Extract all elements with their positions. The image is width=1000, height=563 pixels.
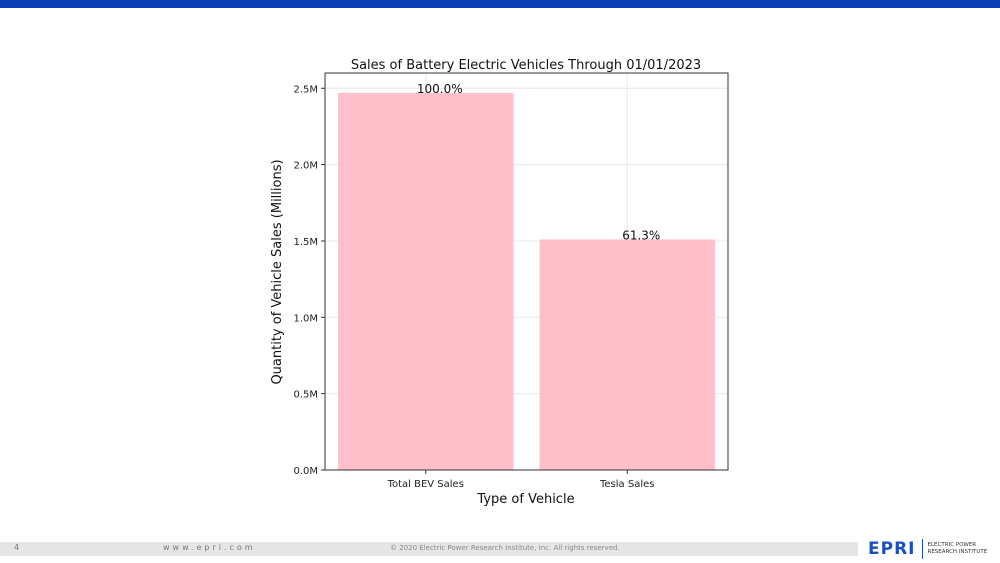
logo-divider: [921, 539, 923, 559]
ticks-layer: [321, 87, 628, 474]
logo-text-line1: ELECTRIC POWER: [927, 542, 977, 548]
labels-layer: 0.0M 0.5M 1.0M 1.5M 2.0M 2.5M Total BEV Sales 1…: [293, 82, 660, 490]
x-tick-label: Total BEV Sales: [387, 479, 464, 490]
y-tick-label: 0.0M: [293, 466, 318, 477]
website-link[interactable]: www.epri.com: [163, 543, 256, 552]
plot-frame: [324, 72, 729, 471]
logo-mark: EPRI: [868, 539, 916, 559]
y-tick-label: 1.0M: [293, 313, 318, 324]
y-tick-label: 2.5M: [293, 84, 318, 95]
top-accent-bar: [0, 0, 1000, 8]
bar-chart: 0.0M 0.5M 1.0M 1.5M 2.0M 2.5M Total BEV Sales 1…: [270, 58, 729, 507]
y-axis-label: Quantity of Vehicle Sales (Millions): [270, 159, 285, 384]
y-tick-label: 2.0M: [293, 161, 318, 172]
epri-logo: EPRI ELECTRIC POWER RESEARCH INSTITUTE: [868, 537, 998, 561]
x-axis-label: Type of Vehicle: [476, 492, 574, 507]
logo-text: ELECTRIC POWER RESEARCH INSTITUTE: [928, 542, 998, 556]
footer-bar: [0, 542, 858, 556]
data-label: 100.0%: [417, 82, 463, 96]
chart-title: Sales of Battery Electric Vehicles Throu…: [351, 58, 701, 73]
data-label: 61.3%: [622, 228, 660, 242]
bar: [338, 92, 514, 470]
bars-layer: [338, 92, 715, 470]
page-number: 4: [14, 543, 20, 552]
copyright-text: © 2020 Electric Power Research Institute…: [390, 544, 620, 552]
logo-text-line2: RESEARCH INSTITUTE: [927, 549, 988, 555]
y-tick-label: 1.5M: [293, 237, 318, 248]
bar: [539, 239, 715, 470]
y-tick-label: 0.5M: [293, 390, 318, 401]
x-tick-label: Tesla Sales: [599, 479, 654, 490]
